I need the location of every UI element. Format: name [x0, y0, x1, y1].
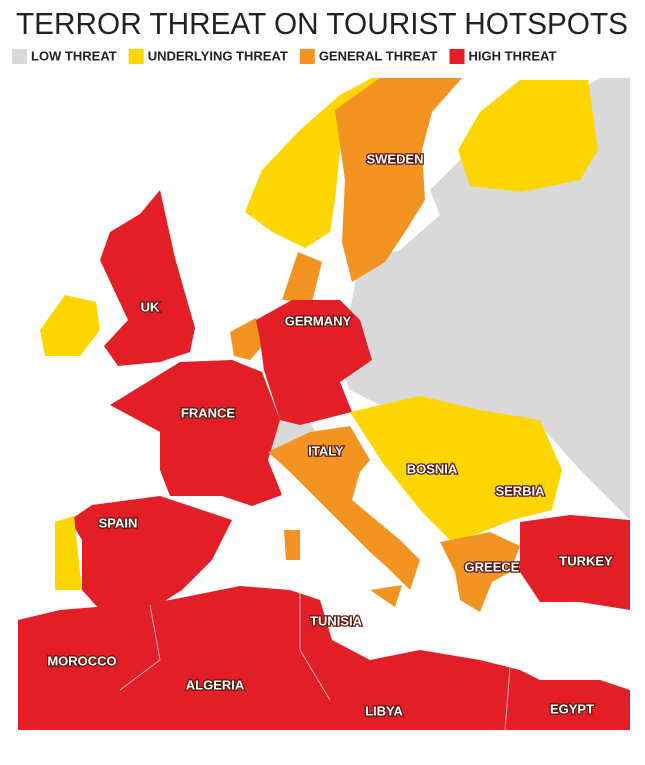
finland [458, 80, 598, 192]
legend-label: LOW THREAT [31, 48, 117, 63]
legend-swatch [12, 49, 27, 64]
germany [256, 300, 372, 425]
border [504, 667, 511, 731]
country-label: LIBYA [365, 703, 403, 718]
legend-label: UNDERLYING THREAT [148, 48, 288, 63]
country-label: TUNISIA [310, 613, 363, 628]
country-label: TURKEY [559, 553, 613, 568]
country-label: SPAIN [99, 515, 138, 530]
title: TERROR THREAT ON TOURIST HOTSPOTS [16, 6, 628, 41]
spain [70, 496, 232, 610]
france [110, 360, 282, 506]
country-label: ALGERIA [186, 677, 245, 692]
uk [100, 190, 195, 366]
sardinia [284, 530, 300, 560]
map: SWEDEN UK GERMANY FRANCE ITALY BOSNIA SE… [18, 75, 630, 731]
sweden [335, 78, 462, 282]
country-label: BOSNIA [407, 461, 458, 476]
country-label: MOROCCO [47, 653, 116, 668]
legend-swatch [449, 49, 465, 64]
country-label: UK [141, 299, 160, 314]
country-label: EGYPT [550, 701, 594, 716]
italy [268, 426, 420, 590]
low-threat-region [335, 78, 630, 520]
legend-label: HIGH THREAT [469, 48, 557, 63]
north-africa [18, 586, 630, 730]
balkans [350, 396, 562, 542]
border [299, 592, 331, 701]
legend-swatch [299, 49, 315, 64]
border [119, 604, 161, 691]
country-label: SWEDEN [366, 151, 423, 166]
ireland [40, 295, 100, 356]
country-label: FRANCE [181, 405, 235, 420]
country-label: GERMANY [285, 313, 352, 328]
netherlands [230, 318, 266, 360]
greece [440, 532, 520, 612]
country-label: ITALY [308, 443, 344, 458]
denmark [282, 252, 322, 302]
norway [245, 78, 400, 248]
country-label: GREECE [465, 559, 520, 574]
legend-swatch [128, 49, 144, 64]
portugal [55, 516, 82, 590]
legend-label: GENERAL THREAT [319, 48, 438, 63]
country-label: SERBIA [495, 483, 545, 498]
turkey [520, 515, 630, 610]
legend: LOW THREAT UNDERLYING THREAT GENERAL THREA… [12, 48, 556, 64]
sicily [370, 585, 402, 607]
